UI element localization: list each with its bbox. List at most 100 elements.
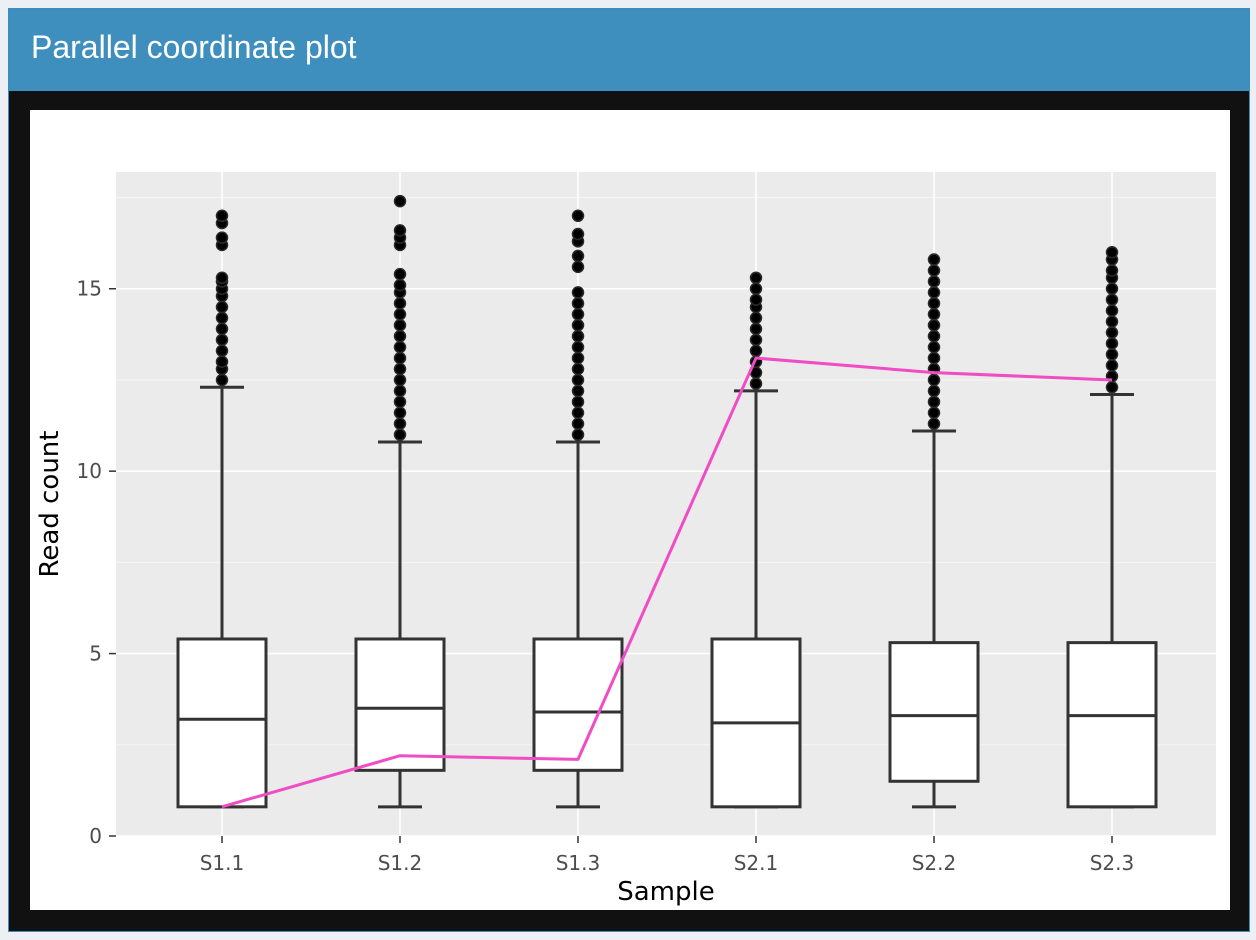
panel-title: Parallel coordinate plot [31, 29, 357, 65]
outlier-point [749, 377, 763, 390]
outlier-point [571, 318, 585, 332]
outlier-point [215, 271, 229, 285]
box-S1.3 [532, 209, 624, 809]
outlier-point [927, 417, 941, 430]
outlier-point [393, 384, 407, 398]
plot-area: 0 5 10 15 S1.1 S1.2 S1.3 S2.1 S2.2 S2.3 Sample Re… [30, 110, 1230, 910]
outlier-point [927, 318, 941, 332]
outlier-point [927, 340, 941, 354]
x-axis-title: Sample [617, 877, 715, 907]
outlier-point [393, 278, 407, 292]
outlier-point [393, 340, 407, 354]
outlier-point [571, 249, 585, 263]
outlier-point [393, 297, 407, 310]
y-axis-title: Read count [35, 431, 65, 578]
outlier-point [1105, 282, 1119, 295]
outlier-point [215, 344, 229, 358]
outlier-point [393, 395, 407, 409]
outlier-point [571, 329, 585, 343]
outlier-point [749, 271, 763, 285]
outlier-point [571, 406, 585, 420]
outlier-point [393, 373, 407, 387]
outlier-point [749, 311, 763, 325]
outlier-point [393, 318, 407, 332]
outlier-point [571, 395, 585, 409]
box-S2.3 [1066, 246, 1158, 809]
x-tick-label: S2.3 [1090, 851, 1135, 875]
outlier-point [571, 340, 585, 354]
outlier-point [927, 373, 941, 387]
outlier-point [571, 362, 585, 376]
outlier-point [927, 297, 941, 310]
outlier-point [927, 308, 941, 321]
outlier-point [215, 209, 229, 223]
y-tick-label: 5 [89, 642, 102, 666]
outlier-point [1105, 359, 1119, 372]
outlier-point [749, 322, 763, 336]
boxplot-chart: 0 5 10 15 S1.1 S1.2 S1.3 S2.1 S2.2 S2.3 Sample Re… [35, 172, 1216, 907]
iqr-box [1066, 641, 1158, 809]
outlier-point [927, 384, 941, 398]
outlier-point [1105, 246, 1119, 259]
outlier-point [215, 355, 229, 368]
outlier-point [571, 209, 585, 223]
box-S1.1 [176, 209, 268, 809]
outlier-point [215, 311, 229, 325]
iqr-box [354, 637, 446, 772]
outlier-point [1105, 337, 1119, 350]
y-tick-label: 10 [77, 459, 102, 483]
outlier-point [215, 373, 229, 387]
outlier-point [571, 308, 585, 321]
outlier-point [749, 293, 763, 306]
outlier-point [215, 231, 229, 244]
outlier-point [393, 417, 407, 430]
outlier-point [1105, 264, 1119, 277]
outlier-point [927, 286, 941, 299]
x-tick-label: S2.1 [734, 851, 779, 875]
outlier-point [749, 344, 763, 358]
outlier-point [927, 253, 941, 266]
outlier-point [215, 322, 229, 336]
plot-panel-background [116, 172, 1216, 836]
x-tick-label: S1.1 [200, 851, 245, 875]
outlier-point [571, 428, 585, 441]
outlier-point [1105, 304, 1119, 317]
x-tick-label: S1.3 [556, 851, 601, 875]
y-tick-label: 0 [89, 824, 102, 848]
outlier-point [1105, 315, 1119, 328]
chart-panel: Parallel coordinate plot 0 5 10 15 S1.1 S1.2 S… [8, 8, 1250, 932]
outlier-point [571, 227, 585, 241]
outlier-point [749, 333, 763, 347]
box-S2.2 [888, 253, 980, 809]
outlier-point [749, 282, 763, 295]
outlier-point [927, 351, 941, 365]
parallel-line [221, 356, 1113, 809]
outlier-point [393, 362, 407, 376]
outlier-point [215, 333, 229, 347]
outlier-point [927, 406, 941, 420]
outlier-point [571, 351, 585, 365]
outlier-point [393, 267, 407, 281]
outlier-point [571, 373, 585, 387]
outlier-point [571, 297, 585, 310]
outlier-point [571, 384, 585, 398]
outlier-point [215, 300, 229, 314]
y-tick-label: 15 [77, 277, 102, 301]
outlier-point [393, 308, 407, 321]
box-S1.2 [354, 194, 446, 809]
outlier-point [393, 329, 407, 343]
x-tick-label: S1.2 [378, 851, 423, 875]
iqr-box [176, 637, 268, 809]
iqr-box [532, 637, 624, 772]
outlier-point [927, 329, 941, 343]
outlier-point [571, 417, 585, 430]
outlier-point [393, 351, 407, 365]
outlier-point [393, 224, 407, 237]
outlier-point [927, 395, 941, 409]
outlier-point [1105, 348, 1119, 361]
outlier-point [393, 194, 407, 208]
outlier-point [1105, 326, 1119, 339]
outlier-point [927, 275, 941, 288]
outlier-point [393, 406, 407, 420]
outlier-point [571, 260, 585, 274]
